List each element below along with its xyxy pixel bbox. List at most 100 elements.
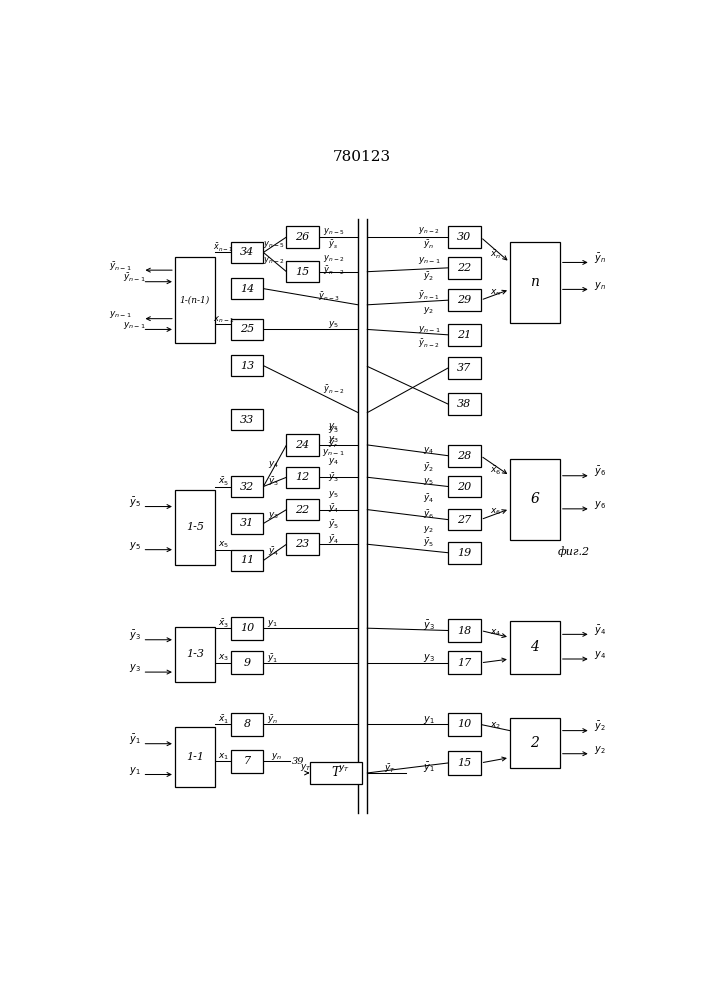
Text: $y_2$: $y_2$ [423, 305, 434, 316]
Text: $y_2$: $y_2$ [423, 524, 434, 535]
Text: 1-1: 1-1 [186, 752, 204, 762]
Text: 1-(n-1): 1-(n-1) [180, 296, 210, 305]
Bar [175, 627, 215, 682]
Bar [286, 434, 319, 456]
Text: 18: 18 [457, 626, 472, 636]
Text: 4: 4 [530, 640, 539, 654]
Bar [231, 319, 264, 340]
Text: $y_4$: $y_4$ [268, 459, 279, 470]
Text: 10: 10 [240, 623, 255, 633]
Text: $\bar{y}_{n-2}$: $\bar{y}_{n-2}$ [419, 337, 440, 350]
Bar [175, 727, 215, 787]
Bar [286, 466, 319, 488]
Text: 25: 25 [240, 324, 255, 334]
Text: $\bar{y}_6$: $\bar{y}_6$ [423, 508, 435, 521]
Text: $x_6$: $x_6$ [490, 507, 501, 517]
Text: 29: 29 [457, 295, 472, 305]
Text: $\bar{y}_1$: $\bar{y}_1$ [129, 733, 141, 747]
Text: $y_3$: $y_3$ [129, 662, 141, 674]
Text: $\bar{y}_5$: $\bar{y}_5$ [328, 518, 339, 531]
Text: $\bar{y}_1$: $\bar{y}_1$ [267, 652, 278, 665]
Text: n: n [530, 275, 539, 289]
Text: 14: 14 [240, 284, 255, 294]
Text: $y_{n-5}$: $y_{n-5}$ [323, 226, 344, 237]
Text: 19: 19 [457, 548, 472, 558]
Text: $\bar{y}_s$: $\bar{y}_s$ [328, 238, 339, 251]
Text: $\bar{y}_{n-1}$: $\bar{y}_{n-1}$ [109, 260, 132, 273]
Text: $y_{n-1}$: $y_{n-1}$ [124, 320, 146, 331]
Text: $x_{n-1}$: $x_{n-1}$ [213, 314, 234, 325]
Text: $\bar{y}_n$: $\bar{y}_n$ [267, 713, 279, 726]
Bar [448, 226, 481, 248]
Text: $\bar{y}_{n-3}$: $\bar{y}_{n-3}$ [318, 291, 339, 303]
Text: $\bar{y}_{n-2}$: $\bar{y}_{n-2}$ [323, 383, 344, 396]
Bar [448, 476, 481, 497]
Text: $y_5$: $y_5$ [129, 540, 141, 552]
Bar [231, 242, 264, 263]
Bar [448, 751, 481, 774]
Text: $y_{n-1}$: $y_{n-1}$ [418, 255, 440, 266]
Text: $y_n$: $y_n$ [594, 280, 606, 292]
Text: фиг.2: фиг.2 [558, 546, 590, 557]
Text: 22: 22 [457, 263, 472, 273]
Text: 1-5: 1-5 [186, 522, 204, 532]
Text: $\bar{y}_3$: $\bar{y}_3$ [328, 471, 339, 484]
Text: 6: 6 [530, 492, 539, 506]
Text: $y_5$: $y_5$ [328, 489, 339, 500]
Bar [448, 445, 481, 466]
Text: $\bar{y}_5$: $\bar{y}_5$ [423, 536, 435, 549]
Bar [231, 278, 264, 299]
Bar [231, 409, 264, 430]
Bar [231, 476, 264, 497]
Bar [231, 750, 264, 773]
Bar [231, 617, 264, 640]
Text: $y_s$: $y_s$ [328, 421, 339, 432]
Text: 38: 38 [457, 399, 472, 409]
Text: $y_1$: $y_1$ [423, 714, 435, 726]
Text: 39: 39 [292, 757, 304, 766]
Bar [175, 257, 215, 343]
Text: 8: 8 [244, 719, 251, 729]
Text: $x_1$: $x_1$ [218, 752, 229, 762]
Text: $y_{n-5}$: $y_{n-5}$ [263, 239, 284, 250]
Text: $\bar{x}_3$: $\bar{x}_3$ [218, 617, 229, 630]
Bar [310, 762, 362, 784]
Text: 15: 15 [457, 758, 472, 768]
Text: $\bar{x}_6$: $\bar{x}_6$ [490, 464, 502, 477]
Bar [286, 533, 319, 555]
Text: $\bar{x}_5$: $\bar{x}_5$ [218, 476, 229, 488]
Text: $y_3$: $y_3$ [328, 434, 339, 445]
Text: $\bar{y}_{n-1}$: $\bar{y}_{n-1}$ [419, 289, 440, 302]
Text: $y_5$: $y_5$ [423, 476, 435, 487]
Text: 32: 32 [240, 482, 255, 492]
Text: $\bar{y}_6$: $\bar{y}_6$ [594, 465, 606, 479]
Text: $y_3$: $y_3$ [423, 652, 435, 664]
Bar [286, 226, 319, 248]
Text: 33: 33 [240, 415, 255, 425]
Bar [231, 651, 264, 674]
Text: $\bar{y}_{n-2}$: $\bar{y}_{n-2}$ [323, 264, 344, 277]
Text: $\bar{x}_1$: $\bar{x}_1$ [218, 714, 229, 726]
Bar [448, 257, 481, 279]
Text: $y_4$: $y_4$ [423, 445, 435, 456]
Text: 12: 12 [296, 472, 310, 482]
Text: $\bar{y}_5$: $\bar{y}_5$ [129, 496, 141, 510]
Text: 26: 26 [296, 232, 310, 242]
Text: $\bar{y}_T$: $\bar{y}_T$ [385, 762, 397, 775]
Text: $y_T$: $y_T$ [339, 763, 350, 774]
Text: $y_T$: $y_T$ [300, 762, 312, 773]
Text: 10: 10 [457, 719, 472, 729]
Text: $\bar{y}_{n}$: $\bar{y}_{n}$ [594, 252, 606, 266]
Text: $y_{n-2}$: $y_{n-2}$ [263, 255, 284, 266]
Text: 34: 34 [240, 247, 255, 257]
Text: 9: 9 [244, 658, 251, 668]
Bar [448, 509, 481, 530]
Text: 27: 27 [457, 515, 472, 525]
Text: $\bar{y}_4$: $\bar{y}_4$ [328, 533, 339, 546]
Bar [231, 713, 264, 736]
Text: 7: 7 [244, 756, 251, 766]
Text: 1-3: 1-3 [186, 649, 204, 659]
Text: 37: 37 [457, 363, 472, 373]
Bar [510, 620, 560, 674]
Text: 17: 17 [457, 658, 472, 668]
